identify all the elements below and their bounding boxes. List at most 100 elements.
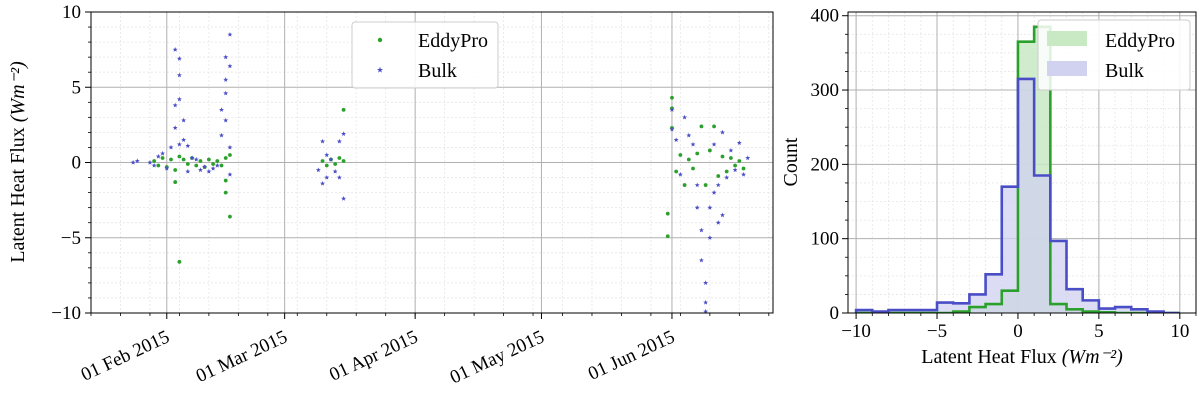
- bulk-bar: [1066, 289, 1083, 313]
- bulk-bar: [1115, 307, 1132, 313]
- bulk-point: [193, 156, 199, 162]
- eddypro-point: [678, 153, 683, 157]
- eddypro-point: [691, 166, 695, 171]
- eddypro-point: [215, 159, 220, 163]
- bulk-point: [698, 227, 704, 233]
- scatter-y-axis-label-text: Latent Heat Flux: [7, 127, 29, 263]
- bulk-point: [223, 77, 229, 82]
- bulk-point: [227, 144, 233, 150]
- bulk-point: [332, 168, 338, 174]
- scatter-y-tick-label: 10: [62, 2, 81, 23]
- bulk-bar: [888, 310, 905, 313]
- scatter-panel: −10 −5 0 5 10 01 Feb 2015 01 Mar 2015 01 Apr 20…: [7, 2, 774, 388]
- eddypro-point: [729, 156, 733, 160]
- bulk-bar: [1050, 240, 1067, 313]
- bulk-bar: [969, 294, 986, 313]
- bulk-point: [202, 164, 208, 170]
- scatter-legend[interactable]: EddyPro Bulk: [351, 21, 499, 89]
- legend-label-bulk: Bulk: [418, 60, 457, 82]
- eddypro-point: [674, 169, 679, 174]
- eddypro-point: [198, 159, 203, 163]
- bulk-point: [720, 212, 725, 218]
- bulk-point: [227, 63, 233, 69]
- histogram-legend[interactable]: EddyPro Bulk: [1037, 19, 1191, 91]
- eddypro-point: [219, 163, 224, 168]
- eddypro-point: [720, 154, 725, 159]
- bulk-point: [707, 205, 713, 210]
- bulk-point: [223, 54, 229, 60]
- eddypro-point: [320, 159, 325, 163]
- bulk-point: [227, 31, 233, 37]
- eddypro-point: [223, 190, 228, 195]
- bulk-point: [324, 174, 330, 180]
- hist-y-tick-label: 100: [811, 229, 840, 250]
- eddypro-point: [733, 163, 738, 168]
- hist-legend-label-bulk: Bulk: [1105, 60, 1144, 82]
- bulk-point: [715, 220, 721, 225]
- eddypro-point: [169, 157, 173, 162]
- bulk-point: [703, 280, 709, 285]
- eddypro-point: [223, 156, 228, 160]
- bulk-point: [336, 138, 342, 144]
- bulk-point: [168, 144, 174, 150]
- eddypro-point: [228, 214, 232, 219]
- histogram-plot-frame: [847, 11, 1197, 314]
- bulk-point: [160, 150, 166, 156]
- scatter-y-axis-label: Latent Heat Flux (Wm⁻²): [7, 61, 29, 263]
- eddypro-point: [173, 180, 178, 184]
- scatter-legend-box: [351, 21, 499, 89]
- eddypro-point: [703, 183, 708, 187]
- eddypro-point: [341, 159, 346, 163]
- bulk-point: [682, 114, 688, 120]
- bulk-point: [130, 159, 136, 165]
- eddypro-point: [670, 95, 674, 100]
- bulk-point: [206, 168, 212, 174]
- bulk-point: [736, 140, 742, 146]
- scatter-y-tick-label: 5: [72, 77, 82, 98]
- bulk-point: [172, 125, 178, 130]
- bulk-point: [172, 47, 178, 52]
- scatter-y-tick-label: −5: [61, 228, 81, 249]
- bulk-point: [669, 126, 675, 132]
- bulk-point: [219, 107, 224, 112]
- bulk-point: [724, 174, 730, 180]
- bulk-point: [669, 107, 675, 112]
- hist-legend-label-eddypro: EddyPro: [1105, 30, 1175, 52]
- eddypro-point: [152, 159, 157, 163]
- bulk-point: [328, 156, 334, 162]
- eddypro-point: [181, 157, 186, 162]
- bulk-point: [686, 132, 692, 138]
- bulk-point: [219, 132, 224, 138]
- bulk-point: [151, 162, 157, 168]
- legend-marker-eddypro: [377, 37, 383, 43]
- eddypro-point: [333, 162, 338, 166]
- eddypro-point: [211, 162, 215, 166]
- histogram-y-axis-label: Count: [780, 137, 802, 186]
- eddypro-point: [682, 183, 687, 187]
- eddypro-point: [341, 107, 346, 112]
- eddypro-point: [337, 156, 342, 160]
- bulk-point: [711, 141, 717, 147]
- scatter-x-tick-label: 01 Apr 2015: [326, 326, 421, 385]
- bulk-point: [185, 143, 191, 149]
- hist-y-tick-label: 300: [811, 80, 840, 101]
- hist-x-tick-label: 0: [1013, 321, 1023, 342]
- histogram-bars: [854, 25, 1180, 313]
- eddypro-point: [737, 159, 742, 163]
- eddypro-point: [194, 163, 199, 168]
- eddypro-point: [707, 148, 712, 153]
- eddypro-point: [177, 154, 182, 159]
- bulk-point: [720, 129, 725, 135]
- scatter-x-tick-label: 01 Feb 2015: [78, 326, 173, 385]
- bulk-point: [176, 141, 182, 147]
- histogram-panel: 0 100 200 300 400 −10 −5 0 5 10 Count Latent Heat…: [780, 6, 1197, 368]
- eddypro-step-outline: [856, 25, 1180, 313]
- bulk-bar: [1098, 308, 1116, 313]
- histogram-x-axis-label: Latent Heat Flux (Wm⁻²): [921, 346, 1123, 368]
- eddypro-point: [665, 211, 670, 216]
- eddypro-point: [228, 153, 232, 157]
- eddypro-point: [724, 169, 729, 174]
- bulk-point: [223, 90, 229, 96]
- hist-x-tick-label: −10: [841, 321, 871, 342]
